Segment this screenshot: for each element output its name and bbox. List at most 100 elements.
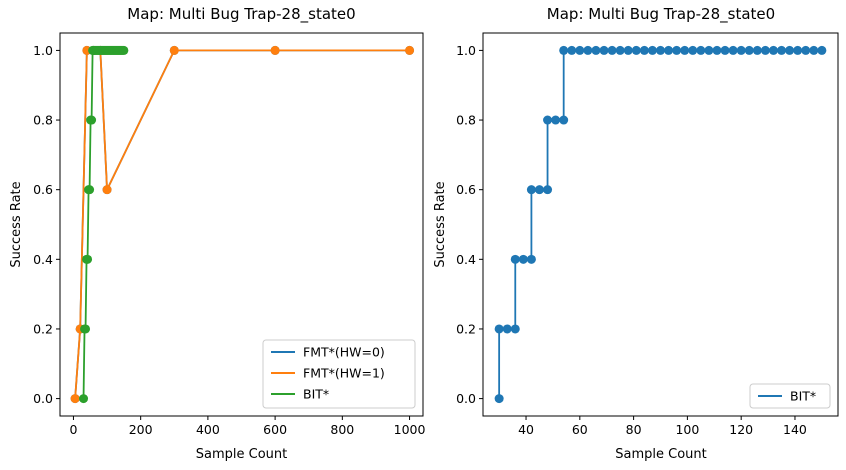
right-data-point	[744, 45, 754, 55]
right-data-point	[728, 45, 738, 55]
right-y-tick-label: 0.0	[456, 391, 476, 406]
left-data-point	[270, 45, 280, 55]
right-data-point	[510, 254, 520, 264]
right-y-tick-label: 0.2	[456, 321, 476, 336]
left-data-point	[87, 115, 97, 125]
right-y-tick-label: 0.4	[456, 252, 476, 267]
right-data-point	[623, 45, 633, 55]
right-data-point	[656, 45, 665, 55]
left-data-point	[81, 324, 91, 334]
right-y-axis-label: Success Rate	[433, 181, 448, 267]
right-y-tick-label: 1.0	[456, 43, 476, 58]
right-data-point	[543, 115, 553, 125]
right-data-point	[575, 45, 585, 55]
right-data-point	[551, 115, 561, 125]
right-data-point	[809, 45, 819, 55]
left-y-axis-label: Success Rate	[9, 181, 24, 267]
right-series-group	[494, 45, 827, 404]
left-series-group	[70, 45, 415, 404]
right-x-tick-label: 100	[675, 422, 699, 437]
right-data-point	[793, 45, 803, 55]
left-y-tick-label: 0.8	[33, 113, 53, 128]
right-y-tick-label: 0.6	[456, 182, 476, 197]
right-x-tick-label: 60	[572, 422, 588, 437]
right-data-point	[559, 45, 569, 55]
left-x-tick-label: 200	[129, 422, 153, 437]
left-x-tick-label: 800	[330, 422, 354, 437]
right-data-point	[583, 45, 593, 55]
left-data-point	[70, 394, 80, 404]
right-x-tick-label: 140	[783, 422, 807, 437]
right-chart-title: Map: Multi Bug Trap-28_state0	[547, 5, 775, 24]
right-data-point	[760, 45, 770, 55]
left-legend-label: BIT*	[303, 387, 329, 402]
right-data-point	[639, 45, 649, 55]
right-x-tick-label: 40	[518, 422, 534, 437]
right-data-point	[720, 45, 730, 55]
left-legend-label: FMT*(HW=0)	[303, 345, 385, 360]
left-x-tick-label: 0	[69, 422, 77, 437]
right-x-tick-label: 120	[729, 422, 753, 437]
left-y-tick-label: 0.0	[33, 391, 53, 406]
left-x-tick-label: 600	[263, 422, 287, 437]
right-data-point	[591, 45, 601, 55]
right-data-point	[777, 45, 787, 55]
right-legend: BIT*	[749, 383, 831, 409]
left-chart-title: Map: Multi Bug Trap-28_state0	[127, 5, 355, 24]
right-data-point	[607, 45, 617, 55]
right-data-point	[559, 115, 569, 125]
right-data-point	[543, 185, 553, 195]
left-y-tick-label: 0.6	[33, 182, 53, 197]
right-data-point	[526, 185, 536, 195]
right-data-point	[664, 45, 674, 55]
left-data-point	[119, 45, 129, 55]
left-y-tick-label: 1.0	[33, 43, 53, 58]
left-ticks: 0 200 400 600 800 1000 0.0 0.2 0.4 0.6 0.8 1.0	[33, 43, 425, 437]
right-x-axis-label: Sample Count	[615, 447, 706, 462]
left-data-point	[169, 45, 179, 55]
right-plot-area	[482, 32, 839, 417]
left-data-point	[83, 254, 93, 264]
left-data-point	[85, 185, 95, 195]
left-x-axis-label: Sample Count	[196, 447, 287, 462]
right-data-point	[631, 45, 641, 55]
right-data-point	[696, 45, 706, 55]
right-data-point	[647, 45, 657, 55]
right-data-point	[567, 45, 577, 55]
right-data-point	[526, 254, 536, 264]
left-x-tick-label: 400	[196, 422, 220, 437]
right-data-point	[518, 254, 528, 264]
right-data-point	[736, 45, 746, 55]
right-data-point	[817, 45, 827, 55]
left-chart-panel: Map: Multi Bug Trap-28_state0 0 200 400 600…	[9, 5, 426, 462]
left-legend-label: FMT*(HW=1)	[303, 366, 385, 381]
right-legend-label: BIT*	[790, 389, 816, 404]
left-x-tick-label: 1000	[394, 422, 426, 437]
left-data-point	[405, 45, 415, 55]
left-y-tick-label: 0.2	[33, 321, 53, 336]
left-y-tick-label: 0.4	[33, 252, 53, 267]
right-data-point	[712, 45, 722, 55]
left-plot-area	[59, 32, 424, 417]
right-ticks: 40 60 80 100 120 140 0.0 0.2 0.4 0.6 0.8 1.0	[456, 43, 807, 437]
left-legend-box	[262, 339, 416, 409]
right-data-point	[494, 324, 504, 334]
right-data-point	[494, 394, 504, 404]
right-data-point	[801, 45, 811, 55]
right-data-point	[502, 324, 512, 334]
right-data-point	[768, 45, 778, 55]
right-data-point	[752, 45, 762, 55]
right-y-tick-label: 0.8	[456, 113, 476, 128]
right-chart-panel: Map: Multi Bug Trap-28_state0 40 60 80 100 1…	[433, 5, 839, 462]
right-legend-box	[749, 383, 831, 409]
left-data-point	[79, 394, 89, 404]
left-data-point	[102, 185, 112, 195]
right-data-point	[615, 45, 625, 55]
left-legend: FMT*(HW=0) FMT*(HW=1) BIT*	[262, 339, 416, 409]
right-data-point	[688, 45, 698, 55]
right-data-point	[680, 45, 690, 55]
right-x-tick-label: 80	[626, 422, 642, 437]
right-data-point	[599, 45, 609, 55]
right-data-point	[672, 45, 682, 55]
